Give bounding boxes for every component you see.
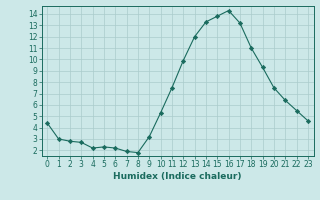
X-axis label: Humidex (Indice chaleur): Humidex (Indice chaleur) — [113, 172, 242, 181]
